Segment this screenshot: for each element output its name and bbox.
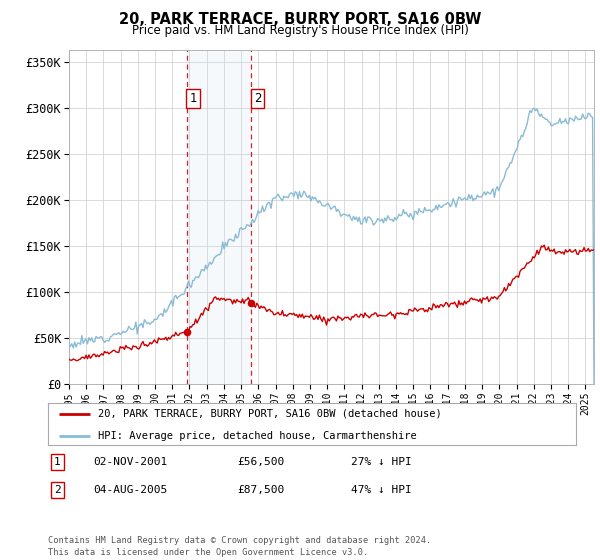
- Text: 1: 1: [54, 457, 61, 467]
- Text: 02-NOV-2001: 02-NOV-2001: [93, 457, 167, 467]
- Text: 2: 2: [254, 92, 262, 105]
- Text: HPI: Average price, detached house, Carmarthenshire: HPI: Average price, detached house, Carm…: [98, 431, 417, 441]
- Text: 27% ↓ HPI: 27% ↓ HPI: [351, 457, 412, 467]
- Text: 1: 1: [190, 92, 197, 105]
- Text: £56,500: £56,500: [237, 457, 284, 467]
- Bar: [187, 50, 251, 384]
- Text: 20, PARK TERRACE, BURRY PORT, SA16 0BW (detached house): 20, PARK TERRACE, BURRY PORT, SA16 0BW (…: [98, 409, 442, 419]
- Text: Price paid vs. HM Land Registry's House Price Index (HPI): Price paid vs. HM Land Registry's House …: [131, 24, 469, 36]
- Text: 04-AUG-2005: 04-AUG-2005: [93, 485, 167, 495]
- Text: 47% ↓ HPI: 47% ↓ HPI: [351, 485, 412, 495]
- Text: Contains HM Land Registry data © Crown copyright and database right 2024.
This d: Contains HM Land Registry data © Crown c…: [48, 536, 431, 557]
- Text: 20, PARK TERRACE, BURRY PORT, SA16 0BW: 20, PARK TERRACE, BURRY PORT, SA16 0BW: [119, 12, 481, 27]
- Text: 2: 2: [54, 485, 61, 495]
- Text: £87,500: £87,500: [237, 485, 284, 495]
